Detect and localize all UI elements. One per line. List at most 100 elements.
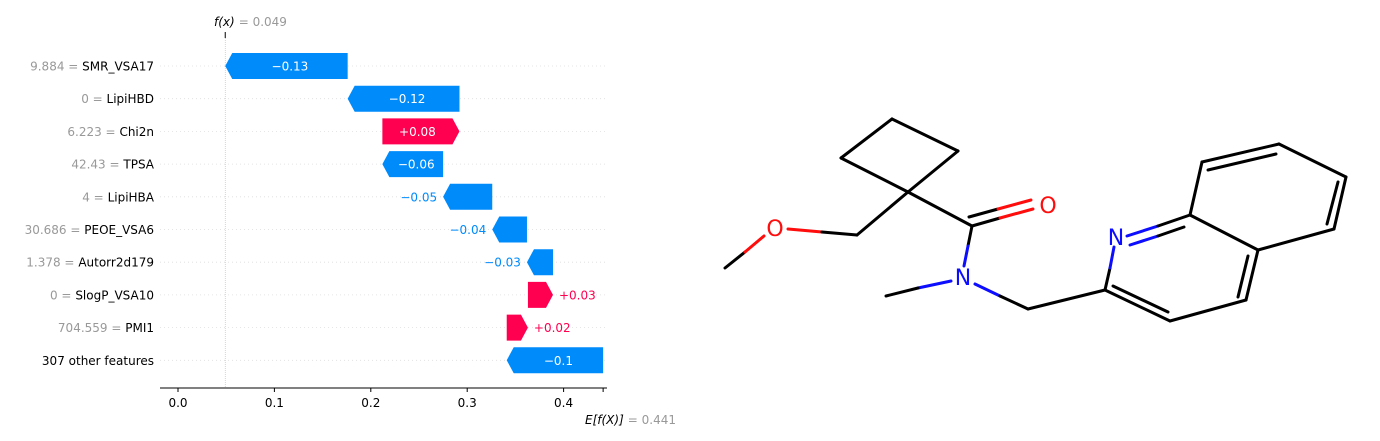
bond-cb-3	[890, 117, 960, 153]
bond-ch2-cq	[855, 190, 910, 237]
bond-n1-c8a-inner-blue	[1128, 234, 1160, 247]
shap-waterfall-chart: f(x) = 0.049 −0.13−0.12+0.08−0.06−0.05−0.…	[25, 15, 676, 427]
negative-bar	[506, 347, 604, 374]
fx-label: f(x)	[214, 15, 235, 29]
feature-name: SlogP_VSA10	[75, 288, 154, 302]
feature-value: 9.884 =	[30, 60, 82, 74]
bond-c2-n1	[1103, 266, 1112, 292]
feature-labels: 9.884 = SMR_VSA17 0 = LipiHBD 6.223 = Chi2…	[25, 60, 155, 368]
x-tick-label: 0.2	[361, 396, 380, 410]
fx-annotation: f(x) = 0.049	[214, 15, 287, 29]
feature-value: 1.378 =	[26, 256, 78, 270]
negative-bar	[526, 249, 553, 276]
feature-value: 704.559 =	[58, 321, 125, 335]
svg-text:E[f(X)]= 0.441: E[f(X)] = 0.441	[585, 413, 676, 427]
feature-value: 6.223 =	[67, 125, 119, 139]
x-axis-ticks: 0.0 0.1 0.2 0.3 0.4	[168, 388, 604, 410]
feature-name: Autorr2d179	[78, 256, 154, 270]
feature-label: 0 = SlogP_VSA10	[50, 288, 154, 302]
bond-cb-2	[839, 117, 894, 160]
x-tick-label: 0.4	[554, 396, 573, 410]
bond-c8a-c8	[1188, 160, 1204, 217]
x-axis: 0.0 0.1 0.2 0.3 0.4	[160, 387, 607, 410]
efx-label: E[f(X)]	[585, 413, 624, 427]
bar-value-label: −0.1	[544, 354, 573, 368]
atom-nitrogen-ring: N	[1108, 226, 1124, 251]
negative-bar	[347, 85, 460, 112]
bond-n-ch2-blue	[973, 282, 1002, 298]
x-tick-label: 0.0	[168, 396, 187, 410]
x-tick-label: 0.1	[265, 396, 284, 410]
feature-label: 704.559 = PMI1	[58, 321, 154, 335]
negative-bar	[443, 183, 493, 210]
feature-name: PEOE_VSA6	[84, 223, 154, 237]
atom-oxygen-carbonyl: O	[1039, 194, 1056, 219]
bond-cq-cco	[906, 190, 974, 228]
negative-bar	[225, 53, 348, 79]
feature-label: 42.43 = TPSA	[71, 158, 154, 172]
feature-value: 42.43 =	[71, 158, 123, 172]
feature-value: 0 =	[81, 92, 106, 106]
bar-value-label: +0.08	[399, 125, 436, 139]
bond-methyl-o-red	[743, 234, 766, 254]
positive-bar	[382, 118, 460, 145]
bond-n1-c8a-blue	[1125, 224, 1160, 238]
bond-o-ch2-red	[786, 227, 824, 234]
bond-co-b-red	[996, 198, 1033, 211]
bond-c4a-c4	[1244, 248, 1260, 302]
feature-label: 9.884 = SMR_VSA17	[30, 60, 154, 74]
negative-bar	[492, 216, 527, 243]
feature-name: Chi2n	[119, 125, 154, 139]
bond-n-ch2	[998, 294, 1030, 311]
x-tick-label: 0.3	[458, 396, 477, 410]
positive-bar	[506, 314, 528, 341]
positive-bar	[527, 281, 553, 308]
bond-c3-c2-inner	[1111, 284, 1170, 314]
bond-cco-n-blue	[962, 244, 970, 268]
feature-name: LipiHBD	[107, 92, 154, 106]
bar-value-label: −0.03	[484, 256, 521, 270]
feature-name: SMR_VSA17	[82, 60, 154, 74]
bond-co-b	[967, 207, 1000, 219]
bond-c2-n1-blue	[1108, 245, 1116, 270]
bond-methyl-o	[723, 250, 747, 270]
atom-nitrogen-amide: N	[955, 266, 971, 291]
bar-value-label: +0.02	[534, 321, 571, 335]
bond-c8-c7	[1200, 142, 1281, 164]
feature-name: PMI1	[125, 321, 154, 335]
fx-value: = 0.049	[239, 15, 287, 29]
feature-name: LipiHBA	[108, 190, 155, 204]
feature-value: 30.686 =	[25, 223, 85, 237]
bar-value-label: −0.05	[400, 190, 437, 204]
feature-label: 6.223 = Chi2n	[67, 125, 154, 139]
feature-label: 1.378 = Autorr2d179	[26, 256, 154, 270]
bond-co-a-red	[998, 207, 1035, 220]
bar-value-label: −0.13	[272, 60, 309, 74]
bond-c4a-c4-inner	[1236, 254, 1250, 299]
feature-name: 307 other features	[42, 354, 154, 368]
efx-value: = 0.441	[628, 413, 676, 427]
bar-value-label: +0.03	[559, 288, 596, 302]
efx-annotation: E[f(X)] = 0.441	[585, 413, 676, 427]
atom-oxygen-ether: O	[766, 217, 783, 242]
bond-cb-1	[839, 156, 910, 194]
svg-text:f(x)= 0.049: f(x) = 0.049	[214, 15, 287, 29]
bars: −0.13 −0.12 +0.08 −0.06 −0.05 −0.04 −0.03 +0.03…	[225, 53, 604, 374]
bar-value-label: −0.06	[398, 158, 435, 172]
bond-ch2-c2	[1026, 288, 1107, 311]
bond-c6-c5-inner	[1325, 180, 1340, 226]
feature-label: 30.686 = PEOE_VSA6	[25, 223, 154, 237]
feature-value: 4 =	[82, 190, 107, 204]
feature-label: 0 = LipiHBD	[81, 92, 154, 106]
bond-c6-c5	[1332, 175, 1348, 231]
bond-c8-c7-inner	[1206, 152, 1278, 172]
bond-c3-c2	[1103, 288, 1172, 323]
bar-value-label: −0.04	[449, 223, 486, 237]
negative-bar	[382, 151, 444, 178]
bond-cb-4	[906, 149, 960, 194]
feature-label: 307 other features	[42, 354, 154, 368]
bar-value-label: −0.12	[389, 92, 426, 106]
bond-c7-c6	[1277, 142, 1348, 179]
bond-c5-c4a	[1256, 227, 1336, 252]
